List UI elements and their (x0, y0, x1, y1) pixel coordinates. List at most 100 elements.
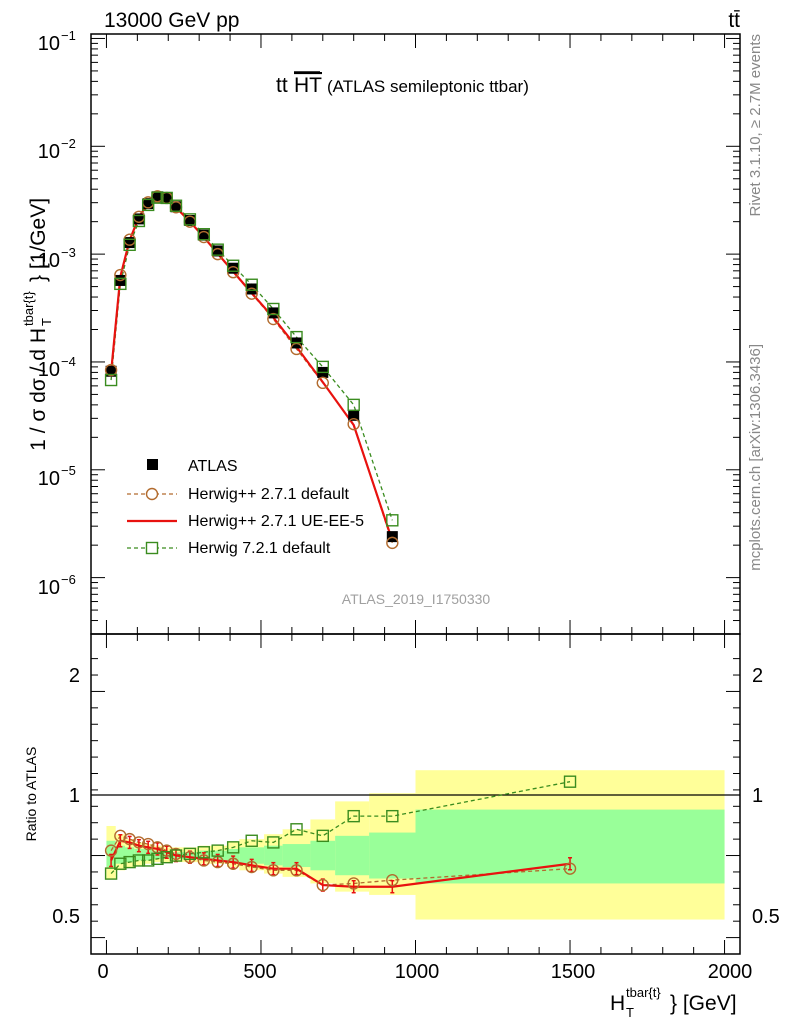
herwigpp-default-point (386, 536, 399, 550)
legend: ATLAS Herwig++ 2.7.1 default Herwig++ 2.… (127, 458, 364, 557)
ratio-herwigpp-default-point (197, 854, 211, 867)
ratio-herwig7-default-point (169, 849, 183, 862)
rivet-label: Rivet 3.1.10, ≥ 2.7M events (747, 34, 764, 217)
herwig7-default-point (347, 398, 360, 412)
herwigpp-default-point (114, 268, 127, 282)
y-tick-exp: −6 (61, 572, 76, 587)
atlas-data-point (124, 237, 136, 249)
herwig7-default-point (290, 330, 303, 344)
y-axis-label-tail: } [1/GeV] (27, 198, 50, 282)
herwigpp-default-point (267, 312, 280, 326)
atlas-data-point (151, 191, 163, 203)
x-tick-label-1000: 1000 (395, 961, 440, 983)
ratio-herwigpp-default-point (245, 860, 258, 874)
uncertainty-band-inner (335, 835, 370, 876)
ratio-herwig7-default-point (151, 852, 164, 866)
y-tick-exp: −4 (61, 354, 76, 369)
y-tick-exp: −3 (61, 245, 76, 260)
herwigpp-default-point (316, 376, 329, 390)
ratio-herwig7-default-point (267, 836, 280, 849)
ratio-herwig7-default-point (114, 857, 127, 870)
ratio-marks (104, 775, 577, 894)
legend-label: Herwig++ 2.7.1 default (188, 486, 350, 503)
process-label: tt̄ (728, 9, 740, 32)
herwig7-default-point (114, 277, 127, 291)
ratio-herwigpp-default-point (386, 873, 399, 887)
ratio-herwig7-default-point (290, 823, 303, 836)
uncertainty-band-inner (264, 845, 283, 866)
x-tick-label-1500: 1500 (551, 961, 596, 983)
ratio-herwigpp-default-point (290, 864, 303, 877)
legend-label: Herwig 7.2.1 default (188, 540, 331, 557)
y-tick-label-1e-2: 10 −2 (38, 136, 76, 163)
ratio-herwig7-default-point (226, 841, 240, 854)
ratio-herwigpp-default-point (347, 877, 360, 890)
x-axis-label: H tbar{t} T } [GeV] (610, 985, 737, 1020)
herwig7-default-point (245, 278, 258, 291)
ratio-y-axis-label: Ratio to ATLAS (23, 747, 39, 842)
x-axis-label-sub: T (626, 1005, 634, 1020)
herwig7-default-point (183, 213, 197, 226)
atlas-data-point (142, 198, 154, 210)
x-tick-label-500: 500 (243, 961, 276, 983)
herwig7-default-point (267, 302, 280, 316)
y-axis-label-sub: T (39, 318, 54, 326)
ratio-herwig7-default-point (316, 829, 329, 843)
legend-entry-atlas: ATLAS (147, 458, 238, 475)
y-tick-base: 10 (38, 250, 60, 272)
y-tick-base: 10 (38, 141, 60, 163)
atlas-data-point (105, 365, 117, 377)
ratio-herwig7-default-point (197, 846, 211, 859)
y-tick-label-1e-6: 10 −6 (38, 572, 76, 599)
uncertainty-band-inner (282, 844, 311, 868)
uncertainty-band-inner (239, 847, 265, 864)
y-axis-label: 1 / σ dσ / d H tbar{t} T } [1/GeV] (21, 198, 54, 451)
y-axis-label-main: 1 / σ dσ / d H (27, 328, 50, 451)
y-tick-label-1e-3: 10 −3 (38, 245, 76, 272)
series-line-herwig-7-2-1-default (110, 196, 393, 521)
y-tick-label-1e-4: 10 −4 (38, 354, 76, 381)
ratio-herwig7-default-point (123, 855, 136, 869)
ratio-herwigpp-default-point (316, 878, 329, 892)
legend-marker (145, 541, 159, 555)
ratio-bands (106, 770, 725, 920)
x-axis-label-main: H (610, 992, 625, 1015)
herwig7-default-point (104, 373, 118, 387)
uncertainty-band-inner (369, 832, 416, 879)
y-tick-base: 10 (38, 359, 60, 381)
ratio-herwig7-default-point (132, 854, 146, 867)
legend-marker (145, 487, 159, 501)
legend-label: Herwig++ 2.7.1 UE-EE-5 (188, 513, 364, 530)
ratio-herwig7-default-point (160, 850, 173, 864)
ratio-herwig7-default-point (141, 854, 155, 867)
atlas-data-point (386, 531, 398, 543)
uncertainty-band-inner (124, 847, 135, 863)
legend-marker (147, 459, 158, 470)
y-tick-exp: −2 (61, 136, 76, 151)
legend-entry-herwigpp-default: Herwig++ 2.7.1 default (127, 486, 350, 503)
plot-title-overline: HT (294, 74, 322, 97)
herwig7-default-point (141, 198, 155, 212)
analysis-watermark: ATLAS_2019_I1750330 (342, 591, 491, 607)
atlas-data-point (212, 245, 224, 257)
ratio-y-tick-label-1: 1 (69, 785, 80, 807)
y-tick-base: 10 (38, 468, 60, 490)
herwig7-default-point (132, 214, 146, 228)
ratio-ticks (91, 634, 740, 954)
main-panel: 10 −1 10 −2 10 −3 10 −4 10 −5 10 −6 1 / … (21, 28, 741, 635)
herwig7-default-point (386, 514, 399, 527)
x-axis-label-sup: tbar{t} (626, 985, 661, 1000)
x-axis-label-tail: } [GeV] (670, 992, 737, 1015)
ratio-herwigpp-default-point (267, 864, 280, 877)
atlas-data-point (227, 262, 239, 274)
atlas-data-point (170, 201, 182, 213)
ratio-herwig7-default-point (104, 867, 118, 880)
legend-label: ATLAS (188, 458, 238, 475)
ratio-herwig7-default-point (563, 775, 577, 788)
ratio-herwigpp-default-point (104, 844, 118, 857)
plot-title-main: tt (276, 74, 288, 97)
herwig7-default-point (211, 243, 224, 256)
herwig7-default-point (226, 259, 240, 272)
herwigpp-default-point (226, 265, 240, 279)
